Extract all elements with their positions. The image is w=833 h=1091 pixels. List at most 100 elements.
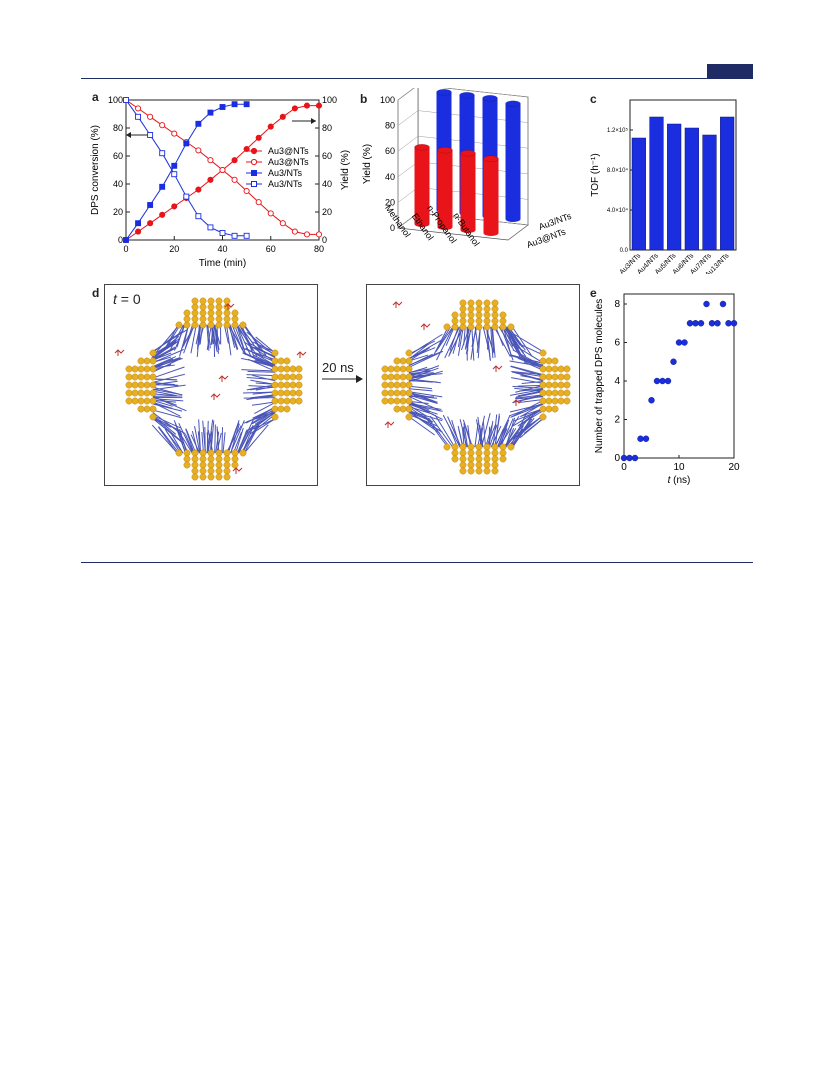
gold-atom (459, 311, 467, 319)
gold-atom (539, 381, 547, 389)
ligand-chain (445, 326, 455, 346)
ligand-chain (213, 324, 216, 357)
x-tick-label: 20 (728, 462, 740, 473)
gold-atom (507, 443, 515, 451)
gold-atom (551, 397, 559, 405)
data-point (207, 157, 214, 164)
legend-entry: Au3@NTs (268, 157, 309, 167)
ligand-chain (505, 326, 521, 356)
y-axis-label-left: DPS conversion (%) (90, 125, 101, 215)
time-arrow-label: 20 ns (322, 360, 354, 375)
data-point (648, 397, 655, 404)
gold-atom (387, 397, 395, 405)
data-point (291, 105, 298, 112)
ligand-chain (512, 385, 544, 389)
gold-atom (223, 467, 231, 475)
data-point (147, 113, 154, 120)
gold-atom (191, 461, 199, 469)
gold-atom (459, 443, 467, 451)
gold-atom (199, 449, 207, 457)
gold-atom (295, 397, 303, 405)
ligand-chain (152, 412, 183, 435)
gold-atom (393, 365, 401, 373)
ligand-chain (482, 326, 491, 355)
dps-bond (492, 365, 503, 372)
x-tick-label: 40 (217, 244, 227, 254)
ligand-chain (152, 402, 173, 409)
gold-atom (539, 413, 547, 421)
data-point (135, 228, 142, 235)
ligand-chain (152, 346, 176, 360)
gold-atom (387, 373, 395, 381)
ligand-chain (424, 415, 449, 448)
nanocluster-assembly-initial (114, 297, 307, 481)
dps-molecule (232, 467, 243, 474)
cluster-top (432, 299, 533, 361)
y-tick-label: 100 (380, 95, 395, 105)
gold-atom (467, 317, 475, 325)
gold-atom (459, 323, 467, 331)
data-point (664, 377, 672, 385)
ligand-chain (408, 403, 438, 415)
y-tick-label-right: 80 (322, 123, 332, 133)
data-point (315, 102, 323, 109)
ligand-chain (229, 324, 239, 350)
gold-atom (405, 373, 413, 381)
trapped-dps-chart: 0 10 20 0 2 4 6 8 t (ns) Number of trapped DPS mo… (594, 293, 740, 486)
cluster-bottom (424, 412, 535, 475)
ligand-chain (152, 349, 184, 364)
gold-atom (239, 449, 247, 457)
gold-atom (507, 323, 515, 331)
gold-atom (381, 365, 389, 373)
ligand-chain (435, 326, 451, 352)
ligand-chain (246, 331, 276, 357)
ligand-chain (477, 416, 483, 448)
ligand-chain (152, 384, 179, 386)
x-tick-label: 10 (673, 462, 685, 473)
gold-atom (545, 389, 553, 397)
ligand-chain (514, 387, 544, 392)
data-point (147, 132, 154, 138)
ligand-chain (494, 428, 504, 448)
ligand-chain (206, 432, 209, 454)
gold-atom (451, 311, 459, 319)
y-tick-label-right: 0 (322, 235, 327, 245)
ligand-chain (408, 392, 436, 403)
gold-atom (175, 321, 183, 329)
gold-atom (491, 461, 499, 469)
ligand-chain (408, 416, 435, 436)
gold-atom (183, 321, 191, 329)
ligand-chain (408, 404, 428, 417)
y-tick-label-right: 40 (322, 179, 332, 189)
ligand-chain (250, 394, 276, 399)
gold-atom (277, 365, 285, 373)
gold-atom (459, 449, 467, 457)
series-label-front: Au3@NTs (525, 226, 567, 249)
gold-atom (183, 461, 191, 469)
gold-atom (215, 473, 223, 481)
gold-atom (491, 305, 499, 313)
gold-atom (231, 449, 239, 457)
gold-atom (277, 405, 285, 413)
snapshot-time-label: t = 0 (113, 291, 141, 307)
gold-atom (381, 397, 389, 405)
ligand-chain (227, 420, 240, 454)
gold-atom (199, 461, 207, 469)
gold-atom (405, 397, 413, 405)
ligand-chain (253, 418, 276, 430)
gold-atom (143, 357, 151, 365)
gold-atom (289, 373, 297, 381)
gold-atom (231, 309, 239, 317)
dps-molecule (392, 301, 403, 308)
ligand-chain (408, 391, 438, 403)
ligand-chain (152, 415, 181, 429)
data-point (653, 377, 661, 385)
gold-atom (271, 389, 279, 397)
bar-front-base (460, 227, 476, 233)
ligand-chain (152, 364, 175, 369)
gold-atom (215, 467, 223, 475)
panel-c: c 0.0 4.0×10⁴ 8.0×10⁴ 1.2×10⁵ TOF (h⁻¹) Au3/N… (590, 88, 750, 279)
gold-atom (475, 305, 483, 313)
ligand-chain (152, 347, 177, 361)
data-point (255, 199, 262, 206)
